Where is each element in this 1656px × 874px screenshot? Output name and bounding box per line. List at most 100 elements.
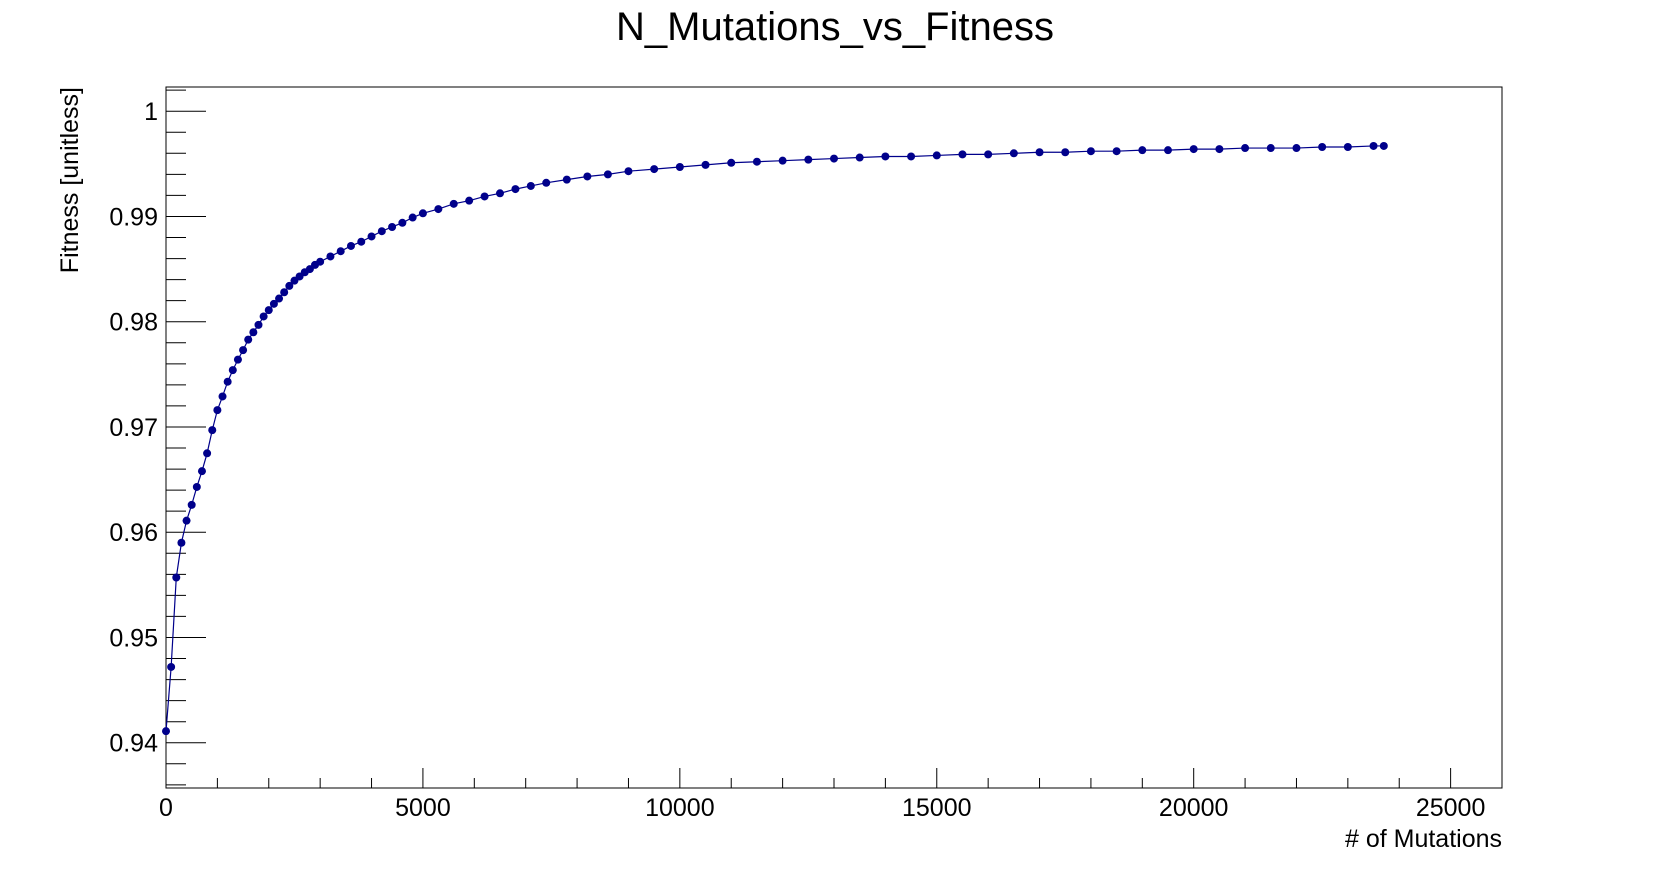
data-point [239,346,248,355]
data-point [192,482,201,491]
data-point [1241,144,1250,153]
data-point [542,178,551,187]
data-point [1061,148,1070,157]
data-point [511,185,520,194]
x-axis: 0 5000 10000 15000 20000 25000 [159,768,1503,822]
series-line [165,145,1384,732]
data-point [1379,141,1388,150]
data-point [465,196,474,205]
data-point [197,467,206,476]
data-point [275,294,284,303]
data-point [830,154,838,163]
data-point [778,156,787,165]
x-tick-label: 10000 [645,794,715,822]
data-point [326,252,335,261]
data-point [280,288,289,297]
series-layer [162,141,1388,736]
data-point [932,151,941,160]
x-axis-title: # of Mutations [1345,825,1502,853]
data-point [254,320,263,329]
data-point [162,727,170,736]
data-point [907,152,916,161]
data-point [1266,144,1275,153]
data-point [172,573,181,582]
x-tick-label: 5000 [395,794,451,822]
data-point [357,237,366,246]
data-point [408,213,417,222]
data-point [233,355,242,364]
data-point [449,199,458,208]
data-point [388,222,397,231]
data-point [881,152,890,161]
y-tick-label: 0.99 [109,203,158,231]
data-point [336,247,345,256]
y-tick-label: 0.94 [109,730,158,758]
data-point [1189,145,1198,154]
data-point [228,366,237,375]
data-point [346,241,355,250]
y-tick-label: 1 [144,98,158,126]
data-point [285,281,294,290]
data-point [804,155,813,164]
data-point [958,150,967,159]
data-point [264,306,273,315]
data-point [213,406,222,415]
data-point [1164,146,1172,155]
data-point [367,232,376,241]
data-point [269,299,278,308]
data-point [167,662,176,671]
data-point [496,189,504,198]
data-point [480,192,489,201]
data-point [752,157,761,166]
data-point [1138,146,1147,155]
data-point [1369,141,1378,150]
data-point [1086,147,1095,156]
data-point [855,153,864,162]
x-tick-label: 25000 [1416,794,1486,822]
x-tick-label: 15000 [902,794,972,822]
data-point [223,377,232,386]
y-tick-label: 0.95 [109,624,158,652]
data-point [434,205,443,214]
data-point [1215,145,1224,154]
data-point [1112,147,1121,156]
data-point [1035,148,1044,157]
chart-title: N_Mutations_vs_Fitness [616,5,1054,49]
data-point [377,227,386,236]
y-axis: 0.94 0.95 0.96 0.97 0.98 0.99 1 [109,89,206,786]
data-point [727,158,736,167]
data-point [603,170,612,179]
y-axis-title: Fitness [unitless] [56,87,84,273]
data-point [187,500,196,509]
x-tick-label: 0 [159,794,173,822]
data-point [562,175,571,184]
y-tick-label: 0.96 [109,519,158,547]
data-point [624,167,633,176]
data-point [701,160,710,169]
data-point [650,165,659,174]
plot-frame [165,86,1503,789]
data-point [583,172,592,181]
data-point [418,209,427,218]
data-point [316,257,325,266]
data-point [259,312,268,321]
y-tick-label: 0.98 [109,309,158,337]
data-point [1318,143,1327,151]
data-point [182,516,191,525]
data-point [249,328,258,337]
data-point [1343,143,1352,151]
data-point [1292,144,1301,153]
data-point [203,449,212,458]
data-point [177,538,186,547]
data-point [1009,149,1018,158]
data-point [398,218,407,227]
x-tick-label: 20000 [1159,794,1229,822]
data-point [218,392,227,401]
data-point [526,181,535,190]
data-point [208,426,217,435]
data-point [984,150,993,159]
data-point [675,162,684,171]
y-tick-label: 0.97 [109,414,158,442]
